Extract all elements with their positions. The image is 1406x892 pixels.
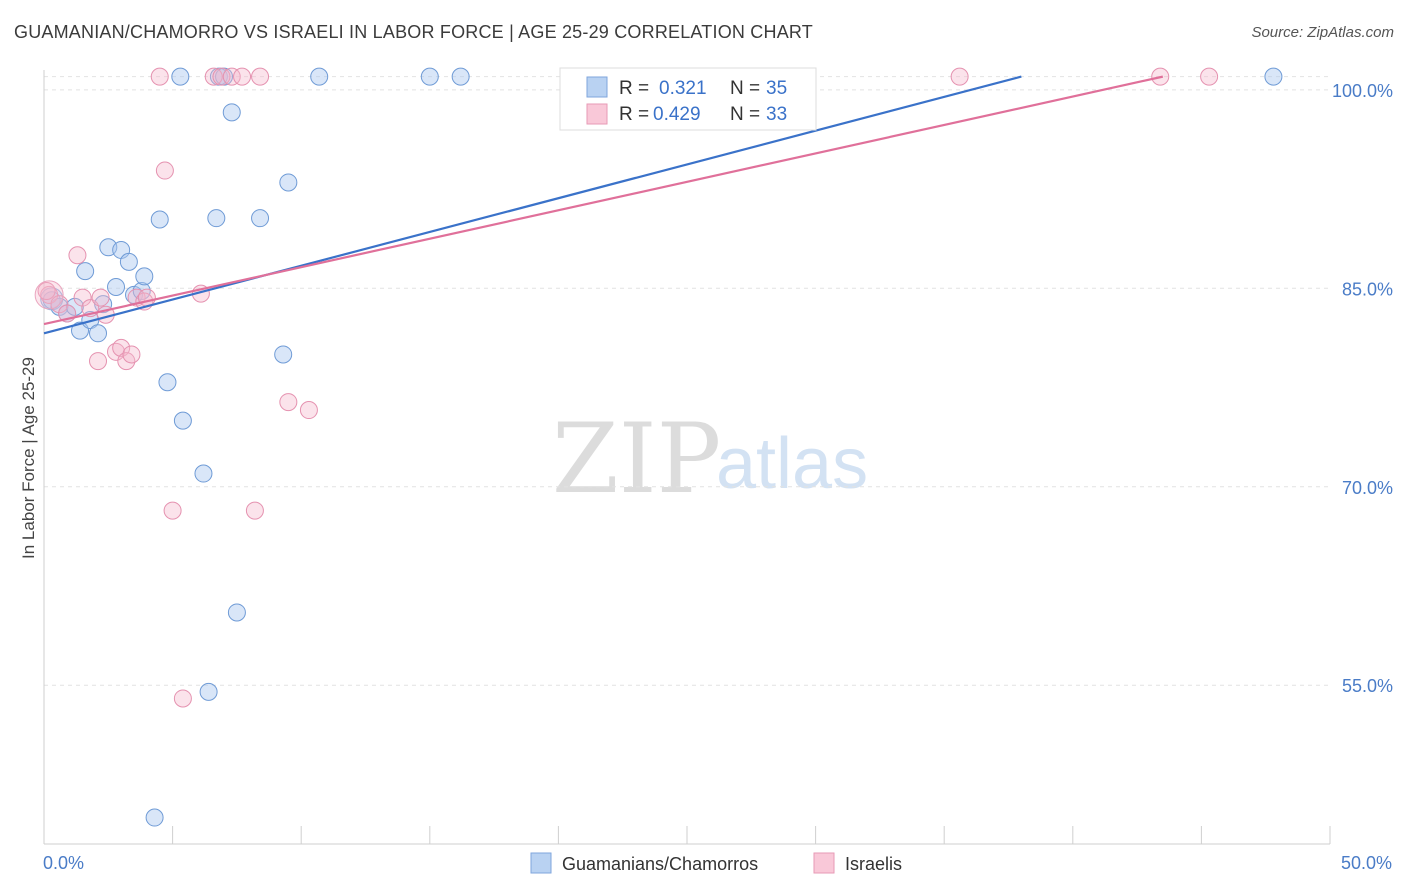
legend-n-value-blue: 35 bbox=[766, 78, 787, 99]
point-guamanian bbox=[158, 373, 177, 392]
point-guamanian bbox=[194, 464, 213, 483]
point-guamanian bbox=[1264, 67, 1283, 86]
legend-r-label-pink: R = bbox=[619, 104, 649, 125]
y-axis-label: In Labor Force | Age 25-29 bbox=[19, 357, 38, 559]
series-legend: Guamanians/Chamorros Israelis bbox=[530, 852, 902, 874]
y-tick-label: 70.0% bbox=[1342, 478, 1393, 498]
y-tick-label: 85.0% bbox=[1342, 279, 1393, 299]
trend-lines bbox=[43, 75, 1164, 335]
point-israeli bbox=[37, 281, 56, 300]
point-israeli bbox=[68, 246, 87, 265]
point-israeli bbox=[233, 67, 252, 86]
legend-swatch-pink bbox=[586, 103, 608, 125]
x-tick-label-max: 50.0% bbox=[1341, 853, 1392, 873]
point-guamanian bbox=[89, 324, 108, 343]
point-guamanian bbox=[76, 262, 95, 281]
series-legend-swatch-pink bbox=[813, 852, 835, 874]
point-guamanian bbox=[171, 67, 190, 86]
point-guamanian bbox=[199, 682, 218, 701]
point-guamanian bbox=[107, 277, 126, 296]
point-guamanian bbox=[310, 67, 329, 86]
point-israeli bbox=[89, 352, 108, 371]
correlation-legend: R = 0.321 N = 35 R = 0.429 N = 33 bbox=[559, 67, 817, 131]
series-legend-swatch-blue bbox=[530, 852, 552, 874]
trend-line-guamanian bbox=[43, 75, 1022, 335]
point-guamanian bbox=[420, 67, 439, 86]
point-israeli bbox=[279, 393, 298, 412]
point-guamanian bbox=[150, 210, 169, 229]
point-guamanian bbox=[222, 103, 241, 122]
point-israeli bbox=[112, 338, 131, 357]
legend-swatch-blue bbox=[586, 76, 608, 98]
point-israeli bbox=[91, 288, 110, 307]
point-israeli bbox=[222, 67, 241, 86]
point-israeli bbox=[73, 288, 92, 307]
legend-n-value-pink: 33 bbox=[766, 104, 787, 125]
point-guamanian bbox=[251, 209, 270, 228]
point-israeli bbox=[212, 67, 231, 86]
series-legend-label-pink: Israelis bbox=[845, 854, 902, 874]
gridlines bbox=[44, 76, 1330, 686]
legend-r-label-blue: R = bbox=[619, 78, 649, 99]
legend-n-label-blue: N = bbox=[730, 78, 760, 99]
point-israeli bbox=[122, 345, 141, 364]
point-israeli bbox=[204, 67, 223, 86]
series-legend-label-blue: Guamanians/Chamorros bbox=[562, 854, 758, 874]
trend-line-israeli bbox=[43, 75, 1164, 326]
point-guamanian bbox=[65, 297, 84, 316]
legend-r-value-pink: 0.429 bbox=[653, 104, 701, 125]
y-tick-labels: 55.0% 70.0% 85.0% 100.0% bbox=[1332, 81, 1393, 696]
watermark: ZIP atlas bbox=[552, 403, 868, 515]
x-ticks bbox=[43, 826, 1331, 844]
point-guamanian bbox=[207, 209, 226, 228]
point-israeli-cluster bbox=[34, 280, 64, 310]
point-israeli bbox=[245, 501, 264, 520]
watermark-zip: ZIP bbox=[552, 403, 721, 515]
x-tick-label-min: 0.0% bbox=[43, 853, 84, 873]
point-guamanian bbox=[279, 173, 298, 192]
point-guamanian bbox=[145, 808, 164, 827]
point-guamanian bbox=[135, 267, 154, 286]
point-guamanian bbox=[173, 411, 192, 430]
point-guamanian bbox=[451, 67, 470, 86]
y-tick-label: 55.0% bbox=[1342, 676, 1393, 696]
point-israeli bbox=[163, 501, 182, 520]
series-israelis-points bbox=[34, 67, 1219, 708]
watermark-atlas: atlas bbox=[716, 424, 868, 504]
legend-n-label-pink: N = bbox=[730, 104, 760, 125]
point-israeli bbox=[155, 161, 174, 180]
point-israeli bbox=[173, 689, 192, 708]
y-tick-label: 100.0% bbox=[1332, 81, 1393, 101]
point-israeli bbox=[150, 67, 169, 86]
point-israeli bbox=[299, 401, 318, 420]
legend-r-value-blue: 0.321 bbox=[659, 78, 707, 99]
source-credit: Source: ZipAtlas.com bbox=[1251, 24, 1394, 41]
point-guamanian bbox=[227, 603, 246, 622]
point-israeli bbox=[251, 67, 270, 86]
point-guamanian bbox=[274, 345, 293, 364]
chart-title: GUAMANIAN/CHAMORRO VS ISRAELI IN LABOR F… bbox=[14, 22, 813, 42]
point-israeli bbox=[1200, 67, 1219, 86]
point-israeli bbox=[950, 67, 969, 86]
point-guamanian bbox=[119, 252, 138, 271]
